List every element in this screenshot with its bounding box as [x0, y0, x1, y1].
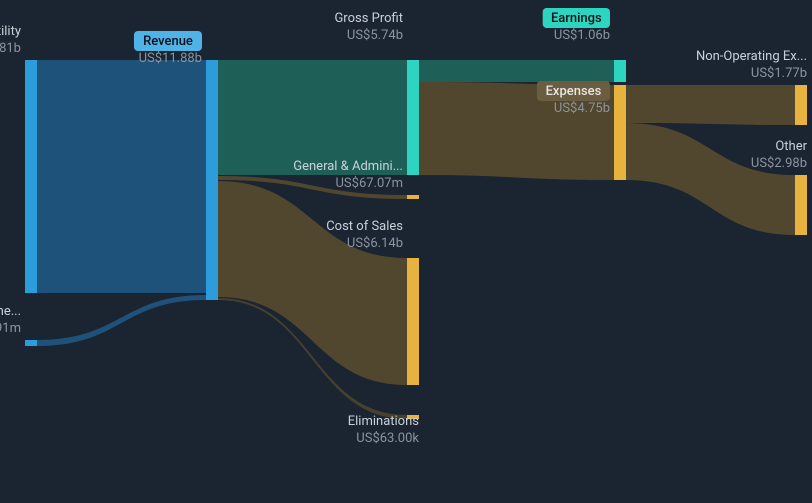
sankey-link-revenue-gross_profit	[218, 60, 407, 175]
node-value-cost_sales: US$6.14b	[347, 236, 403, 251]
node-label-utility: Utility	[0, 24, 21, 39]
node-value-non_op: US$1.77b	[751, 66, 807, 81]
node-label-non_op: Non-Operating Ex...	[696, 49, 807, 64]
sankey-link-expenses-non_op	[626, 85, 795, 125]
sankey-node-earnings[interactable]	[614, 60, 626, 82]
node-label-expenses: Expenses	[546, 84, 602, 99]
node-value-utility: US$11.81b	[0, 41, 21, 56]
sankey-link-gross_profit-earnings	[419, 60, 614, 82]
node-value-gross_profit: US$5.74b	[347, 28, 403, 43]
node-label-eliminations: Eliminations	[348, 414, 420, 429]
node-label-unallocated: Unallocated Othe...	[0, 304, 21, 319]
sankey-node-unallocated[interactable]	[25, 340, 37, 346]
node-value-revenue: US$11.88b	[139, 51, 202, 66]
node-value-gen_admin: US$67.07m	[335, 176, 403, 191]
sankey-node-utility[interactable]	[25, 60, 37, 293]
sankey-node-revenue[interactable]	[206, 60, 218, 300]
sankey-node-gross_profit[interactable]	[407, 60, 419, 175]
node-label-earnings: Earnings	[551, 11, 602, 26]
sankey-link-utility-revenue	[37, 60, 206, 293]
sankey-node-non_op[interactable]	[795, 85, 807, 125]
sankey-node-gen_admin[interactable]	[407, 195, 419, 199]
node-label-cost_sales: Cost of Sales	[326, 219, 403, 234]
sankey-chart: Utility US$11.81b Unallocated Othe... US$73…	[0, 0, 812, 503]
node-label-gen_admin: General & Admini...	[293, 159, 403, 174]
node-value-expenses: US$4.75b	[554, 101, 610, 116]
node-label-gross_profit: Gross Profit	[334, 11, 403, 26]
node-value-other: US$2.98b	[751, 156, 807, 171]
sankey-node-other[interactable]	[795, 175, 807, 235]
node-value-unallocated: US$73.91m	[0, 321, 21, 336]
sankey-node-cost_sales[interactable]	[407, 258, 419, 385]
node-value-eliminations: US$63.00k	[356, 431, 419, 446]
node-label-other: Other	[775, 139, 807, 154]
node-label-revenue: Revenue	[143, 34, 193, 49]
sankey-node-expenses[interactable]	[614, 85, 626, 180]
node-value-earnings: US$1.06b	[554, 28, 610, 43]
